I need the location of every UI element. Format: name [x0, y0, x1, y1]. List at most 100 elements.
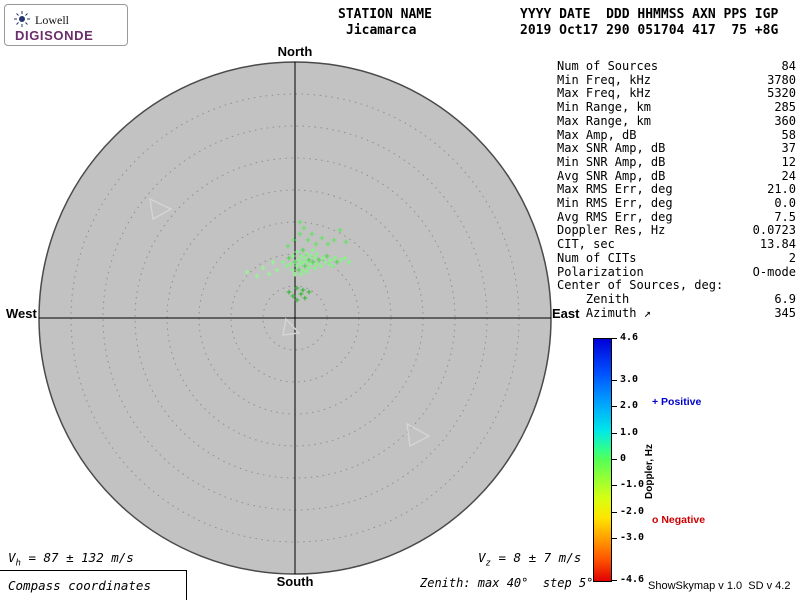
source-point: + — [324, 252, 330, 262]
source-point: + — [305, 236, 311, 246]
source-point: + — [300, 266, 306, 276]
stat-value: 5320 — [767, 86, 796, 101]
source-point: + — [304, 268, 310, 278]
stat-row-7: Min SNR Amp, dB 12 — [557, 155, 796, 170]
stat-value: 285 — [774, 100, 796, 115]
colorbar-tick-label: 1.0 — [620, 426, 639, 438]
stat-row-1: Min Freq, kHz 3780 — [557, 72, 796, 88]
stat-row-16: Center of Sources, deg: — [557, 279, 796, 293]
stat-row-6: Max SNR Amp, dB 37 — [557, 142, 796, 156]
stat-value: 3780 — [767, 72, 796, 87]
source-point: + — [304, 258, 310, 268]
vz-subscript: z — [485, 558, 491, 569]
compass-label-north: North — [277, 44, 313, 59]
vh-symbol: V — [8, 550, 16, 565]
colorbar-tick-label: -3.0 — [620, 531, 645, 543]
stat-row-12: Doppler Res, Hz 0.0723 — [557, 224, 796, 238]
negative-marker-legend: o Negative — [652, 514, 706, 526]
stat-value: 6.9 — [774, 291, 796, 306]
source-point: + — [290, 266, 296, 276]
colorbar-tick-label: 4.6 — [620, 332, 639, 343]
source-point: + — [331, 236, 337, 246]
source-point: + — [266, 270, 272, 280]
header-fields-value: 2019 Oct17 290 051704 417 75 +8G — [520, 23, 779, 38]
source-point: + — [300, 246, 306, 256]
source-point: + — [290, 252, 296, 262]
logo-digisonde-text: DIGISONDE — [15, 28, 94, 43]
colorbar-tick-mark — [612, 338, 617, 339]
stat-row-4: Max Range, km 360 — [557, 113, 796, 129]
source-point: + — [280, 258, 286, 268]
stat-value: 37 — [781, 141, 796, 156]
stat-value: 360 — [774, 113, 796, 128]
stat-label: Num of Sources — [557, 59, 659, 73]
stat-label: Num of CITs — [557, 250, 637, 265]
source-points-layer: ++++++++++++++++++++++++++++++++++++++++… — [244, 218, 352, 306]
source-point: + — [322, 258, 328, 268]
source-point: + — [309, 230, 315, 240]
source-point: + — [294, 248, 300, 258]
stat-label: Max Amp, dB — [557, 127, 637, 142]
doppler-colorbar-ticks: 4.6 3.0 2.0 1.0 0 -1.0 -2.0 -3.0 -4.6 — [612, 332, 658, 585]
station-name-value: Jicamarca — [346, 23, 417, 38]
source-point: + — [298, 270, 304, 280]
source-point: + — [284, 262, 290, 272]
source-point: + — [298, 252, 304, 262]
stat-row-2: Max Freq, kHz 5320 — [557, 87, 796, 101]
horizontal-velocity-readout: Vh = 87 ± 132 m/s — [8, 550, 134, 569]
compass-label-south: South — [276, 574, 314, 589]
vh-subscript: h — [15, 558, 21, 569]
source-point: + — [298, 260, 304, 270]
statistics-panel: Num of Sources 84 Min Freq, kHz 3780 Max Fre… — [557, 59, 796, 320]
stat-row-3: Min Range, km 285 — [557, 100, 796, 115]
stat-label: Avg SNR Amp, dB — [557, 168, 666, 183]
header-fields-label: YYYY DATE DDD HHMMSS AXN PPS IGP — [520, 7, 779, 22]
vh-value: = 87 ± 132 m/s — [20, 550, 134, 565]
stat-row-15: Polarization O-mode — [557, 264, 796, 280]
source-point: + — [310, 258, 316, 268]
stat-row-10: Min RMS Err, deg 0.0 — [557, 196, 796, 211]
source-point: + — [244, 268, 250, 278]
colorbar-tick-mark — [612, 580, 617, 581]
source-point: + — [310, 246, 316, 256]
source-point: + — [254, 272, 260, 282]
stat-row-8: Avg SNR Amp, dB 24 — [557, 168, 796, 184]
source-point: + — [314, 250, 320, 260]
source-point: + — [296, 256, 302, 266]
source-point: + — [274, 266, 280, 276]
source-point: + — [346, 258, 352, 268]
source-point: + — [342, 254, 348, 264]
source-point: + — [332, 254, 338, 264]
source-point: + — [288, 260, 294, 270]
colorbar-tick-mark — [612, 406, 617, 408]
stat-row-13: CIT, sec 13.84 — [557, 237, 796, 252]
stat-label: Min Range, km — [557, 100, 651, 115]
stat-row-11: Avg RMS Err, deg 7.5 — [557, 209, 796, 225]
stat-row-9: Max RMS Err, deg 21.0 — [557, 183, 796, 197]
stat-value: 7.5 — [774, 209, 796, 224]
source-point: + — [298, 290, 304, 300]
source-point: + — [334, 258, 340, 268]
colorbar-tick-mark — [612, 380, 617, 382]
compass-label-west: West — [6, 306, 37, 321]
source-point: + — [297, 218, 303, 228]
source-point: + — [294, 296, 300, 306]
stat-value: O-mode — [752, 264, 796, 279]
source-point: + — [325, 240, 331, 250]
source-point: + — [306, 256, 312, 266]
colorbar-tick-mark — [612, 537, 617, 539]
source-point: + — [294, 262, 300, 272]
source-point: + — [302, 262, 308, 272]
source-point: + — [290, 292, 296, 302]
stat-label: Max SNR Amp, dB — [557, 141, 666, 156]
stat-value: 58 — [781, 127, 796, 142]
source-point: + — [302, 254, 308, 264]
colorbar-tick-label: 3.0 — [620, 374, 639, 386]
colorbar-tick-mark — [612, 432, 617, 434]
stat-value: 0.0723 — [752, 223, 796, 238]
colorbar-tick-label: -4.6 — [620, 574, 645, 585]
source-point: + — [292, 270, 298, 280]
zenith-scale-note: Zenith: max 40° step 5° — [420, 576, 594, 590]
stat-value: 345 — [774, 305, 796, 320]
